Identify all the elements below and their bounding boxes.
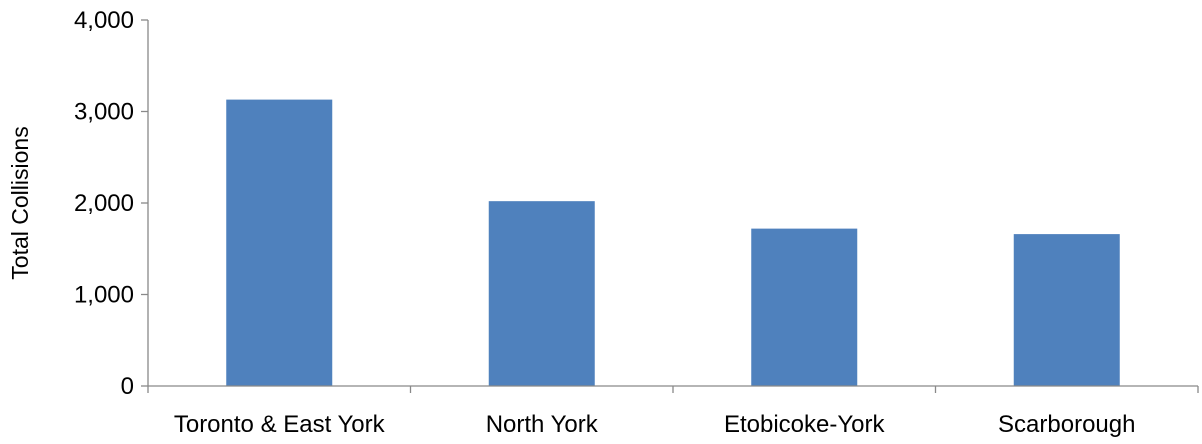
y-tick-label: 4,000 [74, 7, 134, 34]
bar-0 [226, 99, 333, 386]
x-tick-label: North York [486, 411, 599, 438]
x-tick-label: Toronto & East York [174, 411, 386, 438]
y-tick-label: 0 [121, 373, 134, 400]
x-tick-label: Scarborough [998, 411, 1135, 438]
x-ticks-group: Toronto & East York North York Etobicoke-Y… [147, 386, 1199, 438]
bar-3 [1013, 234, 1120, 386]
y-tick-label: 1,000 [74, 282, 134, 309]
y-axis-title: Total Collisions [7, 126, 33, 279]
bar-1 [488, 201, 595, 386]
x-tick-label: Etobicoke-York [724, 411, 886, 438]
y-tick-label: 3,000 [74, 99, 134, 126]
bar-2 [751, 228, 858, 386]
y-tick-label: 2,000 [74, 190, 134, 217]
bars-group [226, 99, 1120, 386]
y-ticks-group: 0 1,000 2,000 3,000 4,000 [74, 7, 148, 400]
